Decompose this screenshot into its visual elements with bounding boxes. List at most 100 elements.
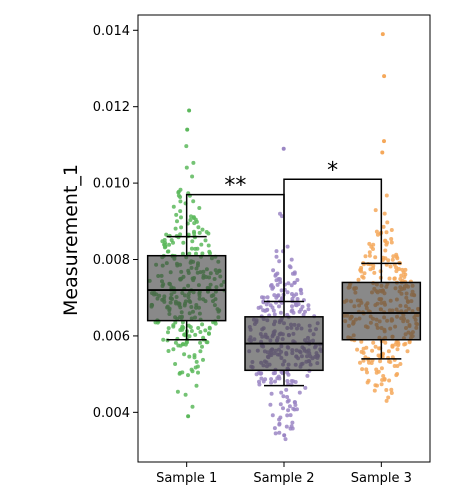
swarm-point [194,219,199,224]
swarm-point [272,426,277,431]
swarm-point [374,367,379,372]
swarm-point [392,276,397,281]
x-tick-label: Sample 3 [351,471,412,486]
swarm-point [361,275,366,280]
swarm-point [265,295,270,300]
swarm-point [173,362,178,366]
swarm-point [374,229,379,234]
swarm-point [293,380,298,384]
swarm-point [361,358,366,363]
outlier-point [380,32,385,37]
swarm-point [173,226,178,231]
x-axis: Sample 1 Sample 2 Sample 3 [156,462,412,486]
swarm-point [194,251,198,256]
swarm-point [395,347,400,352]
swarm-point [277,430,282,435]
swarm-point [378,359,383,364]
swarm-point [394,265,399,270]
swarm-point [386,395,391,400]
swarm-point [278,310,283,315]
swarm-point [277,376,282,381]
swarm-point [179,225,184,230]
swarm-point [192,355,197,360]
significance-bracket [283,178,383,302]
swarm-point [389,387,394,392]
swarm-point [285,395,290,399]
outlier-point [185,127,190,132]
swarm-point [187,334,192,339]
box-body [146,254,227,322]
swarm-point [166,349,171,353]
outlier-point [281,146,286,151]
swarm-point [178,370,183,375]
swarm-point [174,212,179,217]
swarm-point [283,437,288,442]
swarm-point [190,174,195,179]
swarm-point [385,220,390,225]
swarm-point [395,256,400,261]
swarm-point [277,422,282,427]
swarm-point [384,388,389,392]
swarm-point [361,346,366,351]
outlier-point [186,414,191,419]
swarm-point [278,280,283,285]
y-axis: 0.004 0.006 0.008 0.010 0.012 0.014 [93,24,138,421]
swarm-point [290,426,295,431]
swarm-point [387,359,391,364]
swarm-point [292,407,297,412]
swarm-point [281,394,286,399]
swarm-point [284,387,289,392]
swarm-point [171,347,176,352]
swarm-point [384,398,389,403]
swarm-point [193,246,198,251]
swarm-point [278,402,283,407]
swarm-point [306,307,311,312]
significance-brackets: *** [185,158,383,302]
swarm-point [178,209,183,214]
swarm-point [368,267,373,272]
swarm-point [264,302,269,307]
swarm-point [260,295,264,300]
swarm-point [178,328,183,332]
swarm-point [204,230,209,234]
swarm-point [384,193,389,198]
swarm-point [279,390,284,395]
swarm-point [186,373,190,378]
swarm-point [305,373,310,378]
swarm-point [395,372,400,376]
swarm-point [389,240,394,245]
swarm-point [269,283,274,287]
swarm-point [381,224,386,229]
swarm-point [299,291,304,296]
swarm-point [275,282,280,287]
swarm-point [277,304,281,309]
x-tick-label: Sample 2 [253,471,314,486]
significance-label: ** [224,174,246,199]
swarm-point [179,215,183,220]
swarm-point [258,371,263,376]
box-1 [146,235,227,341]
boxes [146,235,422,387]
swarm-point [295,278,300,282]
swarm-point [272,312,277,317]
swarm-point [286,408,291,413]
swarm-point [208,251,212,256]
swarm-point [273,371,277,375]
swarm-point [285,370,290,375]
swarm-point [169,238,174,243]
swarm-point [188,218,193,222]
swarm-point [191,160,196,165]
swarm-point [365,370,369,375]
swarm-point [259,376,264,381]
swarm-point [198,340,203,345]
swarm-point [359,349,364,354]
swarm-point [176,343,181,348]
swarm-point [171,324,176,329]
significance-label: * [327,158,338,183]
swarm-point [373,255,378,260]
y-tick-label: 0.014 [93,24,130,39]
swarm-point [205,340,210,345]
swarm-point [292,400,297,405]
box-2 [244,300,324,387]
y-tick-label: 0.012 [93,100,130,115]
